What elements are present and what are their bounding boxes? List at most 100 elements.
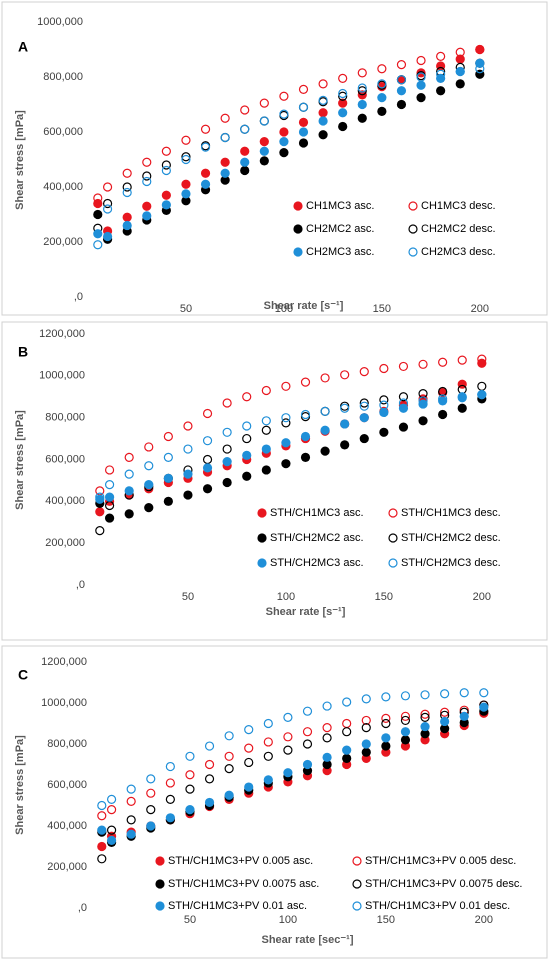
data-point: [202, 454, 213, 465]
data-point: [146, 804, 156, 815]
data-point: [263, 775, 273, 785]
y-tick-label: 1200,000: [41, 656, 87, 668]
data-point: [298, 84, 309, 94]
data-point: [204, 741, 215, 751]
legend-label: STH/CH1MC3+PV 0.005 desc.: [365, 855, 516, 867]
data-point: [242, 392, 252, 402]
data-point: [320, 406, 330, 416]
data-point: [455, 54, 465, 64]
data-point: [142, 211, 152, 221]
data-point: [102, 182, 113, 192]
data-point: [400, 711, 411, 721]
data-point: [361, 722, 371, 733]
data-point: [220, 175, 230, 185]
data-point: [97, 811, 107, 821]
data-point: [416, 80, 426, 90]
data-point: [298, 127, 309, 137]
legend-label: STH/CH1MC3+PV 0.01 desc.: [365, 900, 510, 912]
data-point: [381, 733, 391, 743]
data-point: [342, 718, 352, 729]
x-tick-label: 200: [475, 914, 493, 926]
data-point: [359, 367, 369, 377]
legend-label: STH/CH1MC3+PV 0.005 asc.: [168, 855, 313, 867]
data-point: [357, 68, 367, 78]
data-point: [320, 373, 330, 383]
panel-frame: [1, 321, 548, 641]
data-point: [455, 66, 465, 77]
data-point: [126, 796, 136, 807]
data-point: [377, 106, 387, 116]
data-point: [161, 160, 171, 170]
data-point: [240, 124, 250, 134]
data-point: [97, 854, 107, 864]
data-point: [338, 88, 348, 99]
data-point: [259, 146, 269, 156]
data-point: [204, 774, 215, 784]
data-point: [102, 198, 113, 209]
data-point: [281, 459, 291, 469]
data-point: [202, 463, 213, 473]
data-point: [475, 44, 485, 55]
x-tick-label: 50: [180, 303, 192, 315]
legend-label: CH2MC3 asc.: [306, 246, 374, 258]
data-point: [379, 363, 389, 374]
data-point: [438, 357, 448, 367]
data-point: [320, 446, 330, 456]
legend-marker: [388, 533, 398, 543]
data-point: [477, 354, 487, 364]
data-point: [379, 395, 389, 405]
data-point: [146, 788, 156, 798]
data-point: [279, 148, 289, 158]
x-tick-label: 200: [471, 303, 489, 315]
data-point: [279, 127, 289, 137]
data-point: [222, 398, 232, 408]
x-tick-label: 150: [375, 591, 393, 603]
data-point: [420, 729, 430, 739]
data-point: [220, 113, 230, 123]
data-point: [281, 381, 291, 391]
data-point: [161, 165, 171, 176]
data-point: [142, 171, 152, 181]
data-point: [122, 212, 132, 222]
data-point: [161, 146, 171, 156]
x-tick-label: 50: [182, 591, 194, 603]
data-point: [381, 692, 391, 702]
data-point: [220, 168, 230, 178]
data-point: [381, 718, 391, 729]
x-tick-label: 150: [373, 303, 391, 315]
data-point: [104, 465, 115, 475]
data-point: [97, 825, 107, 835]
data-point: [146, 821, 156, 831]
y-tick-label: 400,000: [47, 820, 87, 832]
y-tick-label: 1000,000: [41, 697, 87, 709]
data-point: [146, 774, 156, 784]
data-point: [183, 490, 193, 500]
data-point: [126, 784, 136, 794]
data-point: [420, 690, 430, 700]
legend-marker: [257, 533, 267, 543]
data-point: [183, 421, 193, 431]
data-point: [200, 142, 211, 152]
data-point: [124, 452, 134, 463]
legend-label: STH/CH1MC3+PV 0.01 asc.: [168, 900, 307, 912]
panel-label: A: [18, 39, 28, 55]
data-point: [183, 444, 193, 454]
legend-marker: [388, 558, 398, 568]
data-point: [377, 64, 387, 74]
data-point: [459, 711, 469, 721]
data-point: [457, 392, 467, 402]
data-point: [342, 697, 352, 707]
data-point: [440, 716, 450, 727]
data-point: [359, 398, 369, 408]
data-point: [224, 731, 234, 741]
data-point: [161, 200, 171, 210]
data-point: [279, 137, 289, 147]
y-tick-label: 200,000: [43, 236, 83, 248]
y-axis-label: Shear stress [mPa]: [14, 410, 26, 510]
data-point: [318, 108, 328, 118]
data-point: [240, 146, 250, 156]
legend-label: STH/CH1MC3 desc.: [401, 507, 501, 519]
data-point: [283, 768, 293, 778]
data-point: [240, 157, 250, 167]
data-point: [400, 691, 411, 701]
